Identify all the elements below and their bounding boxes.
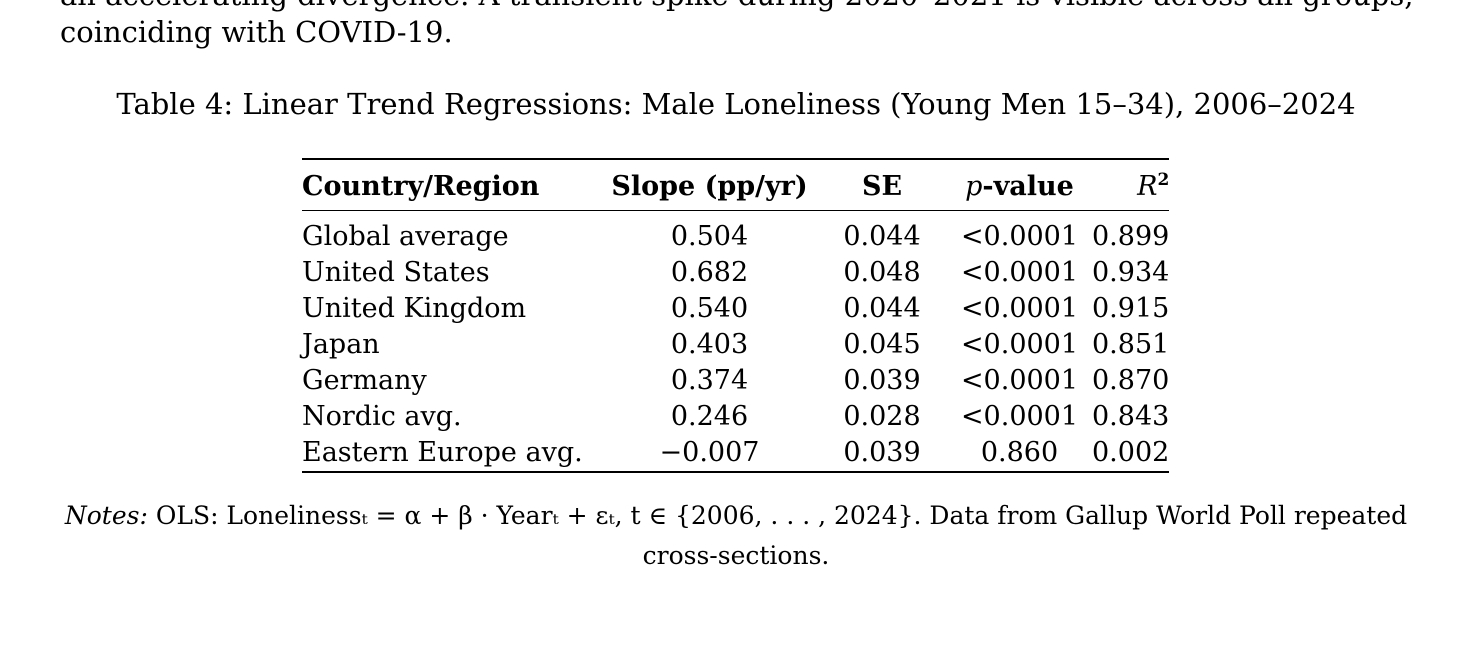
notes-text: OLS: Lonelinessₜ = α + β · Yearₜ + εₜ, t… [155, 501, 1408, 570]
header-r2-var: R [1137, 171, 1158, 202]
cell-pvalue: <0.0001 [960, 257, 1079, 288]
cell-se: 0.045 [843, 329, 921, 360]
table-row: Global average 0.504 0.044 <0.0001 0.899 [302, 211, 1169, 256]
cell-se: 0.039 [843, 437, 921, 468]
header-slope: Slope (pp/yr) [611, 171, 808, 202]
cell-slope: 0.540 [670, 293, 749, 324]
cell-se: 0.044 [843, 293, 921, 324]
cell-country: Eastern Europe avg. [302, 437, 583, 468]
cell-country: United Kingdom [302, 293, 527, 324]
cell-r2: 0.934 [1092, 257, 1170, 288]
cell-country: Germany [302, 365, 427, 396]
header-pvalue-rest: -value [982, 171, 1074, 202]
cell-pvalue: 0.860 [980, 437, 1059, 468]
cell-slope: 0.403 [670, 329, 749, 360]
header-pvalue: p-value [947, 159, 1092, 211]
cell-country: Global average [302, 221, 509, 252]
cell-se: 0.048 [843, 257, 921, 288]
table-caption: Table 4: Linear Trend Regressions: Male … [116, 87, 1356, 121]
table-row: Japan 0.403 0.045 <0.0001 0.851 [302, 327, 1169, 363]
cell-r2: 0.843 [1092, 401, 1170, 432]
cell-country: Nordic avg. [302, 401, 462, 432]
cell-r2: 0.851 [1092, 329, 1170, 360]
table-row: United Kingdom 0.540 0.044 <0.0001 0.915 [302, 291, 1169, 327]
table-header-row: Country/Region Slope (pp/yr) SE p-value … [302, 159, 1170, 211]
header-r2: R2 [1092, 159, 1169, 211]
cell-r2: 0.915 [1092, 293, 1170, 324]
cell-r2: 0.899 [1092, 221, 1170, 252]
cell-se: 0.028 [843, 401, 921, 432]
table-row: Nordic avg. 0.246 0.028 <0.0001 0.843 [302, 399, 1169, 435]
cell-pvalue: <0.0001 [960, 221, 1079, 252]
previous-paragraph-cut-line: an accelerating divergence. A transient … [60, 0, 1413, 12]
cell-slope: 0.504 [670, 221, 749, 252]
cell-slope: 0.246 [670, 401, 749, 432]
cell-country: Japan [302, 329, 380, 360]
cell-slope: −0.007 [659, 437, 760, 468]
notes-label: Notes: [64, 501, 148, 530]
cell-r2: 0.002 [1092, 437, 1170, 468]
cell-r2: 0.870 [1092, 365, 1170, 396]
cell-country: United States [302, 257, 490, 288]
cell-pvalue: <0.0001 [960, 293, 1079, 324]
regression-table: Country/Region Slope (pp/yr) SE p-value … [302, 158, 1170, 473]
cell-pvalue: <0.0001 [960, 329, 1079, 360]
cell-pvalue: <0.0001 [960, 365, 1079, 396]
cell-se: 0.039 [843, 365, 921, 396]
cell-se: 0.044 [843, 221, 921, 252]
table-row: Eastern Europe avg. −0.007 0.039 0.860 0… [302, 435, 1170, 472]
header-se: SE [861, 171, 903, 202]
previous-paragraph-last-line: coinciding with COVID-19. [60, 15, 453, 49]
table-row: United States 0.682 0.048 <0.0001 0.934 [302, 255, 1169, 291]
table-notes: Notes: OLS: Lonelinessₜ = α + β · Yearₜ … [60, 496, 1412, 576]
cell-slope: 0.682 [670, 257, 749, 288]
header-r2-exp: 2 [1157, 170, 1170, 190]
header-pvalue-var: p [965, 171, 983, 202]
header-country: Country/Region [302, 171, 540, 202]
cell-slope: 0.374 [670, 365, 749, 396]
table-row: Germany 0.374 0.039 <0.0001 0.870 [302, 363, 1169, 399]
cell-pvalue: <0.0001 [960, 401, 1079, 432]
